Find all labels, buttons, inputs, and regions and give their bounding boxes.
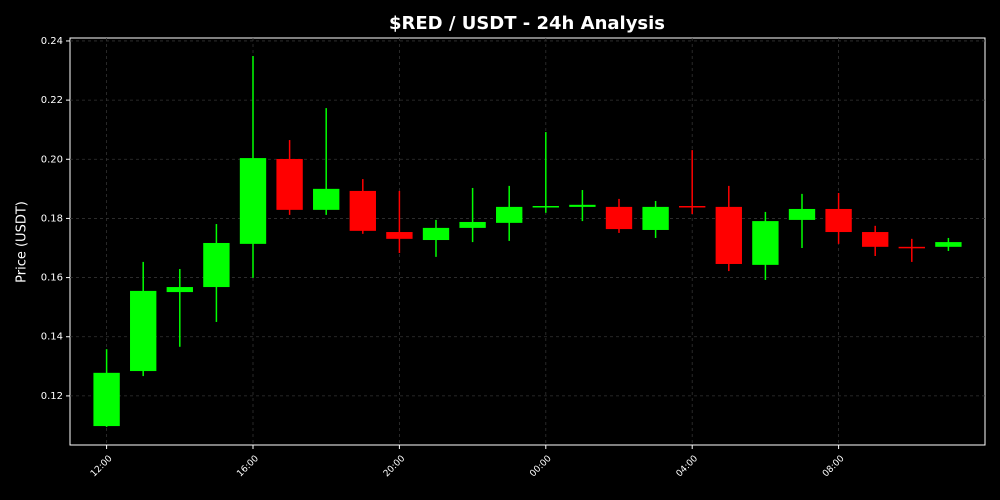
candle-body	[203, 242, 230, 288]
candle-body	[715, 206, 742, 264]
x-tick-label: 12:00	[89, 454, 115, 480]
candle-body	[386, 232, 413, 239]
candle-body	[166, 287, 193, 293]
y-tick-label: 0.20	[41, 154, 63, 165]
y-tick-label: 0.16	[41, 273, 63, 284]
plot-frame	[69, 37, 986, 446]
candle-body	[496, 206, 523, 223]
y-tick-label: 0.22	[41, 95, 63, 106]
y-tick-label: 0.18	[41, 213, 63, 224]
candle-body	[898, 246, 925, 249]
candle-body	[349, 190, 376, 231]
y-axis-label: Price (USDT)	[15, 201, 30, 283]
candle-body	[752, 221, 779, 265]
y-tick-label: 0.14	[41, 332, 63, 343]
candle-body	[276, 158, 303, 210]
candle-body	[93, 372, 120, 427]
x-tick-label: 00:00	[528, 454, 554, 480]
y-tick-label: 0.12	[41, 391, 63, 402]
candle-body	[825, 208, 852, 233]
candle-body	[130, 290, 157, 372]
chart-title: $RED / USDT - 24h Analysis	[389, 13, 665, 34]
candle-body	[788, 208, 816, 220]
candle-body	[239, 158, 267, 244]
candle-body	[422, 227, 450, 241]
candle-body	[532, 206, 559, 208]
candle-body	[569, 204, 596, 207]
x-tick-label: 08:00	[821, 454, 847, 480]
x-tick-label: 16:00	[235, 454, 261, 480]
x-tick-label: 04:00	[675, 454, 701, 480]
candle-body	[313, 188, 340, 210]
y-tick-label: 0.24	[41, 36, 63, 47]
candle-body	[459, 221, 486, 228]
candle-body	[679, 206, 706, 208]
candle-body	[935, 242, 962, 247]
candle-body	[862, 232, 889, 247]
candle-body	[642, 206, 669, 230]
candle-body	[605, 206, 633, 230]
x-tick-label: 20:00	[382, 454, 408, 480]
